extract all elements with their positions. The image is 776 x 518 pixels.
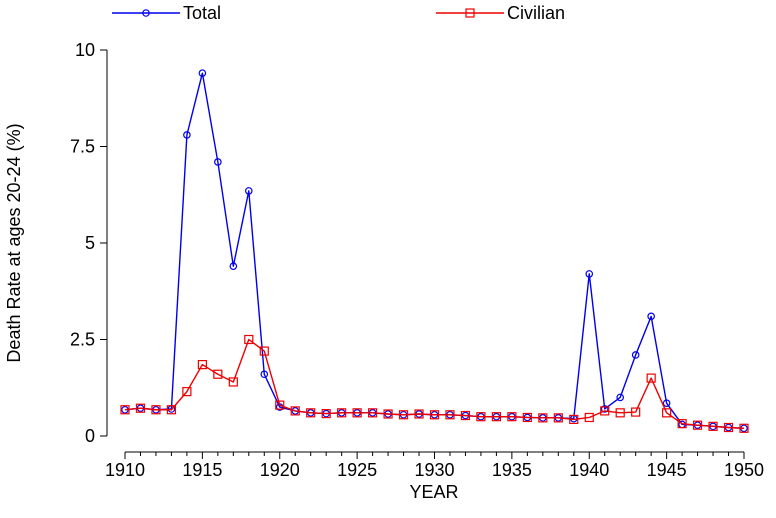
data-point (321, 409, 331, 419)
legend-marker-total (142, 9, 150, 17)
data-point (615, 408, 625, 418)
data-point (616, 393, 625, 402)
data-point (306, 408, 316, 418)
x-ticks: 1910 1915 1920 1925 1930 1935 1940 1945 1950 (105, 452, 764, 480)
data-point (677, 419, 687, 429)
x-tick-label: 1945 (647, 460, 687, 480)
x-axis-title: YEAR (409, 482, 458, 502)
data-point (507, 412, 517, 422)
x-tick-label: 1915 (182, 460, 222, 480)
data-point (151, 405, 161, 415)
data-point (491, 412, 501, 422)
data-point (290, 406, 300, 416)
data-point (476, 412, 486, 422)
data-point (228, 377, 238, 387)
data-point (275, 400, 285, 410)
y-axis-title: Death Rate at ages 20-24 (%) (4, 123, 24, 362)
data-point (183, 131, 191, 139)
data-point (244, 334, 254, 345)
data-point (245, 187, 253, 195)
y-ticks: 0 2.5 5 7.5 10 (70, 40, 107, 446)
data-point (646, 373, 656, 383)
x-tick-label: 1950 (724, 460, 764, 480)
data-point (600, 405, 609, 413)
data-point (352, 408, 362, 418)
x-tick-label: 1930 (414, 460, 454, 480)
x-tick-label: 1940 (569, 460, 609, 480)
data-point (259, 346, 269, 356)
legend-label-civilian: Civilian (507, 3, 565, 23)
data-point (213, 369, 223, 379)
data-point (584, 412, 594, 423)
data-point (182, 387, 192, 397)
data-point (414, 409, 424, 419)
y-tick-label: 7.5 (70, 137, 95, 157)
data-point (631, 351, 640, 359)
data-point (662, 408, 672, 418)
legend: Total Civilian (112, 3, 565, 23)
data-point (337, 408, 347, 418)
x-tick-label: 1920 (260, 460, 300, 480)
data-point (398, 410, 409, 420)
data-point (553, 413, 563, 423)
axes (106, 50, 744, 453)
data-point (166, 405, 177, 415)
y-tick-label: 5 (85, 233, 95, 253)
data-point (538, 413, 548, 423)
series-total (121, 69, 748, 433)
data-point (647, 312, 655, 321)
plot-area (120, 69, 749, 433)
legend-label-total: Total (183, 3, 221, 23)
y-tick-label: 0 (85, 426, 95, 446)
data-point (120, 405, 130, 415)
data-point (214, 158, 222, 166)
data-point (229, 262, 238, 270)
series-line-civilian (124, 338, 745, 429)
data-point (708, 421, 718, 431)
data-point (585, 270, 594, 278)
x-tick-label: 1925 (337, 460, 377, 480)
data-point (723, 422, 734, 433)
data-point (368, 408, 378, 418)
x-tick-label: 1935 (492, 460, 532, 480)
series-civilian (120, 334, 749, 433)
y-tick-label: 10 (75, 40, 95, 60)
data-point (662, 399, 671, 407)
data-point (631, 407, 641, 417)
data-point (739, 423, 749, 433)
legend-marker-civilian (465, 8, 475, 18)
data-point (569, 414, 579, 425)
y-tick-label: 2.5 (70, 330, 95, 350)
data-point (692, 420, 703, 430)
data-point (197, 359, 207, 370)
x-tick-label: 1910 (105, 460, 145, 480)
data-point (135, 403, 146, 413)
data-point (460, 410, 471, 421)
data-point (600, 406, 610, 416)
data-point (383, 409, 393, 419)
data-point (198, 69, 207, 77)
data-point (260, 370, 269, 379)
data-point (429, 410, 440, 420)
data-point (522, 412, 532, 423)
data-point (445, 410, 455, 420)
